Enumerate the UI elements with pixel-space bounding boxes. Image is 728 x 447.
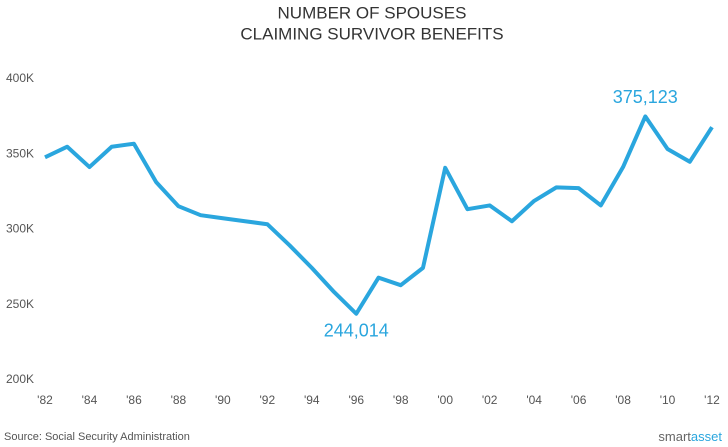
y-tick-label: 350K [6, 146, 34, 160]
x-tick-label: '08 [615, 393, 631, 407]
x-tick-label: '96 [348, 393, 364, 407]
x-tick-label: '04 [526, 393, 542, 407]
x-tick-label: '86 [126, 393, 142, 407]
x-tick-label: '10 [660, 393, 676, 407]
value-label: 375,123 [613, 87, 678, 107]
logo-part: smart [658, 429, 691, 444]
x-tick-label: '06 [571, 393, 587, 407]
y-tick-label: 300K [6, 222, 34, 236]
value-label: 244,014 [324, 321, 389, 341]
x-tick-label: '92 [260, 393, 276, 407]
x-tick-label: '02 [482, 393, 498, 407]
logo-part: asset [691, 429, 722, 444]
logo: smartasset [658, 429, 722, 444]
x-tick-label: '94 [304, 393, 320, 407]
chart-title: CLAIMING SURVIVOR BENEFITS [240, 24, 503, 43]
x-tick-label: '88 [171, 393, 187, 407]
x-tick-label: '84 [82, 393, 98, 407]
y-tick-label: 400K [6, 71, 34, 85]
x-tick-label: '12 [704, 393, 720, 407]
y-tick-label: 200K [6, 372, 34, 386]
y-tick-label: 250K [6, 297, 34, 311]
chart-title: NUMBER OF SPOUSES [278, 3, 467, 22]
source-note: Source: Social Security Administration [4, 431, 190, 443]
data-line [44, 114, 714, 316]
x-tick-label: '98 [393, 393, 409, 407]
x-tick-label: '00 [437, 393, 453, 407]
x-tick-label: '90 [215, 393, 231, 407]
x-tick-label: '82 [37, 393, 53, 407]
